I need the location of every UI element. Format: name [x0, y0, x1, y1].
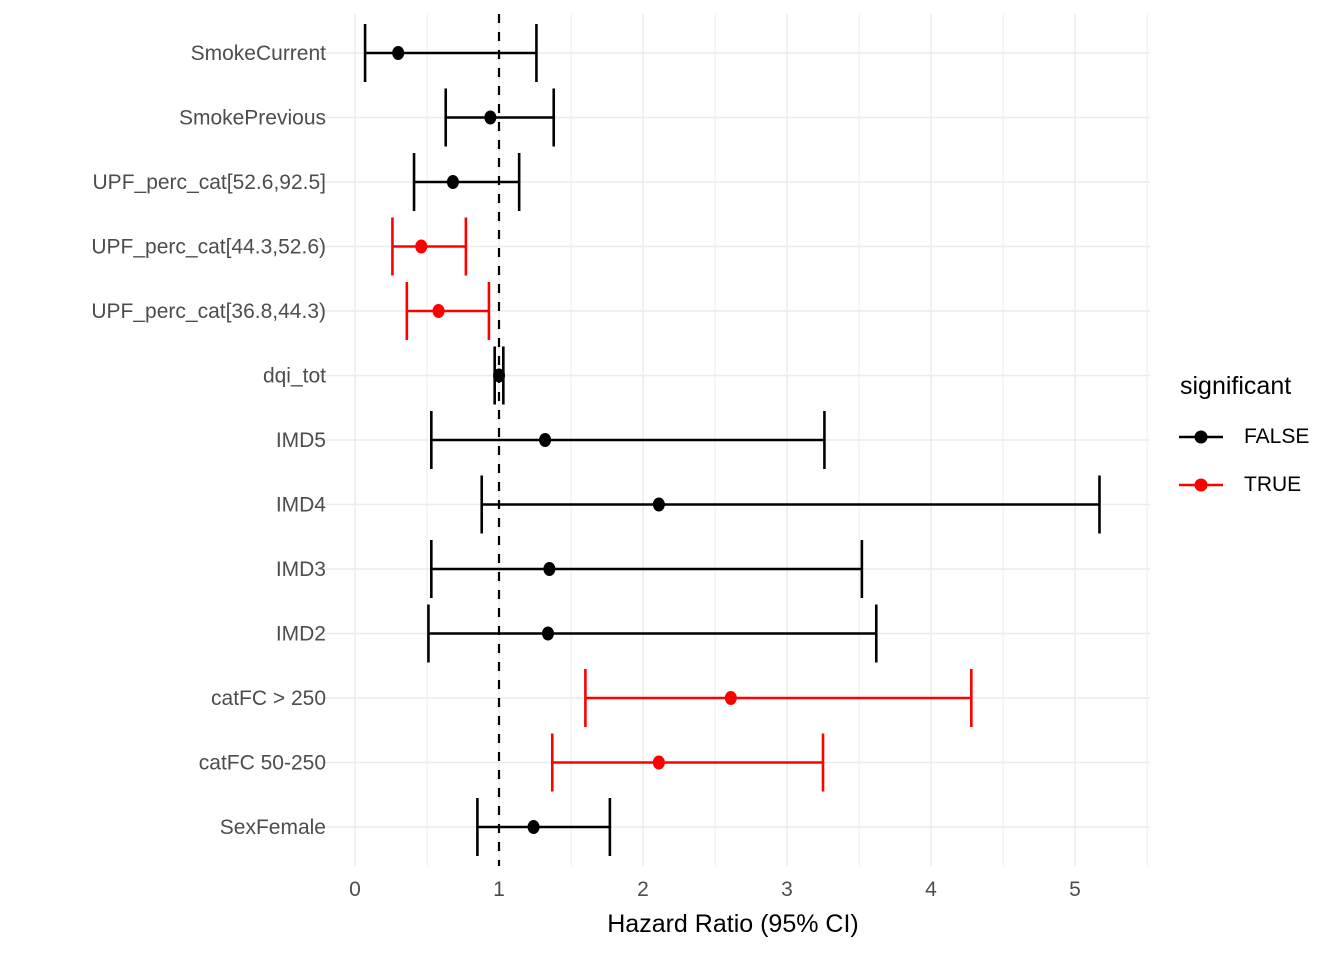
- legend-entry-true: TRUE: [1178, 473, 1338, 497]
- y-axis-label: catFC > 250: [211, 687, 326, 710]
- estimate-point: [652, 755, 665, 770]
- x-axis-tick-label: 3: [781, 878, 793, 901]
- y-axis-label: UPF_perc_cat[44.3,52.6): [91, 236, 326, 259]
- legend-key-icon: [1179, 430, 1223, 444]
- y-axis-label: IMD5: [276, 429, 326, 452]
- estimate-point: [432, 304, 445, 318]
- x-axis-tick-label: 4: [925, 878, 937, 901]
- y-axis-label: UPF_perc_cat[52.6,92.5]: [93, 171, 326, 194]
- legend: significant FALSE TRUE: [1178, 372, 1338, 521]
- y-axis-label: IMD3: [276, 558, 326, 581]
- y-axis-label: SmokeCurrent: [191, 42, 327, 65]
- estimate-point: [543, 562, 556, 576]
- estimate-point: [541, 626, 554, 641]
- y-axis-label: catFC 50-250: [199, 752, 326, 775]
- y-axis-label: UPF_perc_cat[36.8,44.3): [91, 300, 326, 323]
- estimate-point: [493, 368, 505, 383]
- x-axis-tick-label: 0: [349, 878, 361, 901]
- legend-entry-label: FALSE: [1244, 425, 1310, 448]
- legend-title: significant: [1180, 372, 1292, 400]
- y-axis-label: IMD4: [276, 494, 326, 517]
- estimate-point: [415, 239, 428, 254]
- y-axis-label: SmokePrevious: [179, 107, 326, 130]
- estimate-point: [724, 691, 737, 705]
- estimate-point: [392, 46, 405, 60]
- estimate-point: [539, 433, 552, 447]
- x-axis-title: Hazard Ratio (95% CI): [607, 910, 859, 938]
- estimate-point: [446, 175, 459, 189]
- y-axis-label: IMD2: [276, 623, 326, 646]
- estimate-point: [527, 820, 540, 834]
- legend-entry-label: TRUE: [1244, 473, 1302, 496]
- x-axis-tick-label: 5: [1069, 878, 1081, 901]
- y-axis-label: dqi_tot: [263, 365, 326, 388]
- estimate-point: [652, 497, 665, 512]
- legend-entries: FALSE TRUE: [1178, 425, 1338, 497]
- x-axis-tick-label: 2: [637, 878, 649, 901]
- legend-entry-false: FALSE: [1178, 425, 1338, 449]
- y-axis-label: SexFemale: [220, 816, 326, 839]
- x-axis-tick-label: 1: [493, 878, 505, 901]
- estimate-point: [484, 110, 497, 125]
- legend-key-icon: [1179, 478, 1223, 492]
